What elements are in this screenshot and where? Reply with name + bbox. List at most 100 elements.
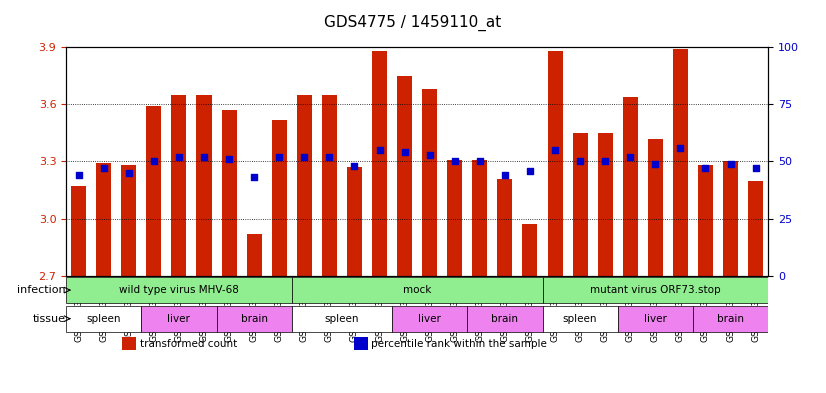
Bar (517, 47, 543, 276)
Text: wild type virus MHV-68: wild type virus MHV-68 (119, 285, 239, 295)
Bar (522, 224, 538, 276)
Bar (543, 47, 567, 276)
Bar (96, 163, 112, 276)
Text: brain: brain (491, 314, 519, 324)
Text: liver: liver (418, 314, 441, 324)
FancyBboxPatch shape (543, 277, 768, 303)
Bar (492, 47, 517, 276)
FancyBboxPatch shape (66, 277, 292, 303)
Point (373, 147, 386, 153)
FancyBboxPatch shape (392, 306, 468, 332)
Bar (422, 89, 437, 276)
Bar (723, 162, 738, 276)
Bar (648, 139, 663, 276)
Bar (468, 47, 492, 276)
Text: mock: mock (403, 285, 431, 295)
Text: brain: brain (240, 314, 268, 324)
Bar (593, 47, 618, 276)
FancyBboxPatch shape (618, 306, 693, 332)
Bar (567, 47, 593, 276)
Point (173, 154, 186, 160)
Bar (447, 160, 463, 276)
Point (348, 163, 361, 169)
Bar (91, 47, 116, 276)
Text: spleen: spleen (87, 314, 121, 324)
Point (297, 154, 311, 160)
Bar (71, 186, 86, 276)
Point (222, 156, 235, 162)
Bar (267, 47, 292, 276)
FancyBboxPatch shape (468, 306, 543, 332)
Bar (643, 47, 668, 276)
FancyBboxPatch shape (292, 277, 543, 303)
Bar (623, 97, 638, 276)
Bar (347, 167, 362, 276)
Point (749, 165, 762, 171)
Bar (572, 133, 587, 276)
Point (624, 154, 637, 160)
Text: liver: liver (168, 314, 190, 324)
Bar (241, 47, 267, 276)
Bar (367, 47, 392, 276)
Bar (598, 133, 613, 276)
Bar (197, 95, 211, 276)
Bar (172, 95, 187, 276)
Text: spleen: spleen (563, 314, 597, 324)
Bar (698, 165, 713, 276)
Point (498, 172, 511, 178)
Bar (66, 47, 91, 276)
FancyBboxPatch shape (66, 306, 141, 332)
Bar (417, 47, 442, 276)
Bar (221, 110, 236, 276)
Bar (618, 47, 643, 276)
FancyBboxPatch shape (543, 306, 618, 332)
Bar (397, 76, 412, 276)
Text: tissue: tissue (33, 314, 66, 324)
Text: transformed count: transformed count (140, 339, 237, 349)
Point (449, 158, 462, 165)
Text: GDS4775 / 1459110_at: GDS4775 / 1459110_at (325, 15, 501, 31)
Bar (718, 47, 743, 276)
Point (724, 161, 737, 167)
FancyBboxPatch shape (292, 306, 392, 332)
Bar (748, 180, 763, 276)
Bar (272, 119, 287, 276)
Point (273, 154, 286, 160)
Point (97, 165, 111, 171)
Point (248, 174, 261, 181)
Point (674, 145, 687, 151)
Point (548, 147, 562, 153)
Point (147, 158, 160, 165)
Point (72, 172, 85, 178)
Bar (372, 51, 387, 276)
Bar (192, 47, 216, 276)
Bar (354, 337, 368, 350)
Bar (442, 47, 468, 276)
Bar (392, 47, 417, 276)
FancyBboxPatch shape (693, 306, 768, 332)
Bar (121, 165, 136, 276)
Bar (122, 337, 136, 350)
Bar (548, 51, 563, 276)
Bar (292, 47, 317, 276)
Bar (472, 160, 487, 276)
Bar (322, 95, 337, 276)
Bar (116, 47, 141, 276)
Text: brain: brain (717, 314, 744, 324)
Bar (673, 49, 688, 276)
Point (398, 149, 411, 156)
FancyBboxPatch shape (216, 306, 292, 332)
Text: infection: infection (17, 285, 66, 295)
Point (524, 167, 537, 174)
Bar (693, 47, 718, 276)
Bar (743, 47, 768, 276)
Point (122, 170, 135, 176)
Bar (216, 47, 241, 276)
Text: spleen: spleen (325, 314, 359, 324)
Point (197, 154, 211, 160)
Text: mutant virus ORF73.stop: mutant virus ORF73.stop (590, 285, 720, 295)
Point (648, 161, 662, 167)
Bar (247, 234, 262, 276)
FancyBboxPatch shape (141, 306, 216, 332)
Point (573, 158, 586, 165)
